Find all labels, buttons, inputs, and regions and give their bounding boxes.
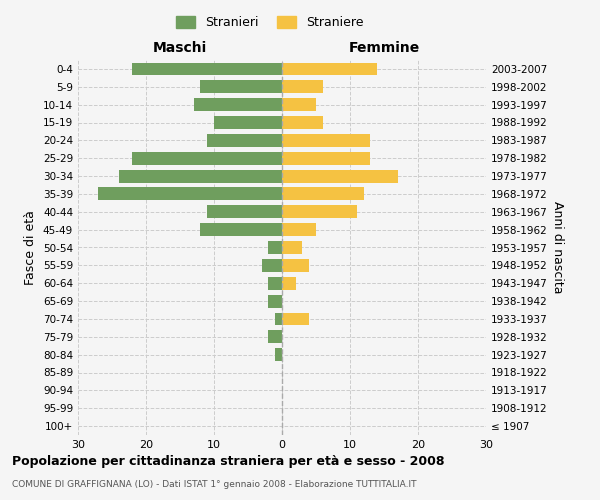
Bar — [214, 116, 282, 129]
Y-axis label: Anni di nascita: Anni di nascita — [551, 201, 564, 294]
Bar — [133, 152, 282, 164]
Bar — [282, 259, 309, 272]
Legend: Stranieri, Straniere: Stranieri, Straniere — [172, 11, 368, 34]
Bar — [282, 170, 398, 182]
Bar — [275, 312, 282, 326]
Bar — [282, 277, 296, 289]
Bar — [282, 312, 309, 326]
Bar — [282, 223, 316, 236]
Bar — [200, 80, 282, 93]
Bar — [268, 241, 282, 254]
Bar — [282, 98, 316, 111]
Bar — [262, 259, 282, 272]
Bar — [200, 223, 282, 236]
Bar — [282, 188, 364, 200]
Text: Femmine: Femmine — [349, 40, 419, 54]
Bar — [282, 206, 357, 218]
Bar — [275, 348, 282, 361]
Bar — [268, 330, 282, 343]
Bar — [133, 62, 282, 76]
Y-axis label: Fasce di età: Fasce di età — [25, 210, 37, 285]
Bar — [282, 152, 370, 164]
Text: COMUNE DI GRAFFIGNANA (LO) - Dati ISTAT 1° gennaio 2008 - Elaborazione TUTTITALI: COMUNE DI GRAFFIGNANA (LO) - Dati ISTAT … — [12, 480, 416, 489]
Text: Popolazione per cittadinanza straniera per età e sesso - 2008: Popolazione per cittadinanza straniera p… — [12, 455, 445, 468]
Bar — [268, 277, 282, 289]
Bar — [194, 98, 282, 111]
Bar — [119, 170, 282, 182]
Bar — [98, 188, 282, 200]
Bar — [282, 116, 323, 129]
Bar — [282, 134, 370, 147]
Bar — [207, 134, 282, 147]
Bar — [282, 62, 377, 76]
Bar — [268, 294, 282, 308]
Bar — [207, 206, 282, 218]
Text: Maschi: Maschi — [153, 40, 207, 54]
Bar — [282, 241, 302, 254]
Bar — [282, 80, 323, 93]
